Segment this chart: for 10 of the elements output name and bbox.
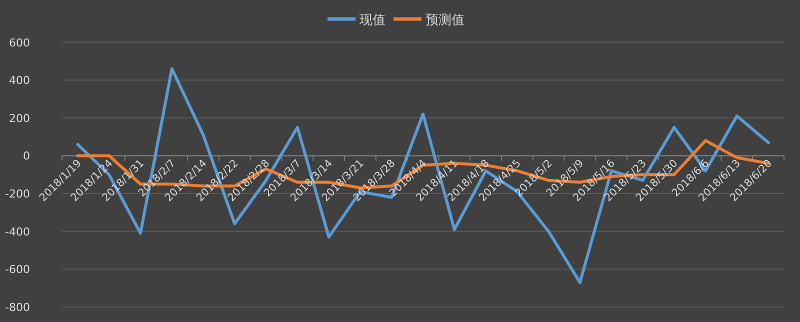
- y-tick-label: -400: [5, 225, 30, 238]
- y-tick-label: -800: [5, 301, 30, 314]
- y-tick-label: 0: [23, 150, 30, 163]
- y-tick-label: 200: [9, 112, 30, 125]
- y-tick-label: -600: [5, 263, 30, 276]
- y-tick-label: 600: [9, 36, 30, 50]
- legend-label: 预测值: [426, 13, 464, 28]
- y-tick-label: -200: [5, 188, 30, 201]
- legend-label: 现值: [360, 13, 386, 28]
- y-tick-label: 400: [9, 74, 30, 88]
